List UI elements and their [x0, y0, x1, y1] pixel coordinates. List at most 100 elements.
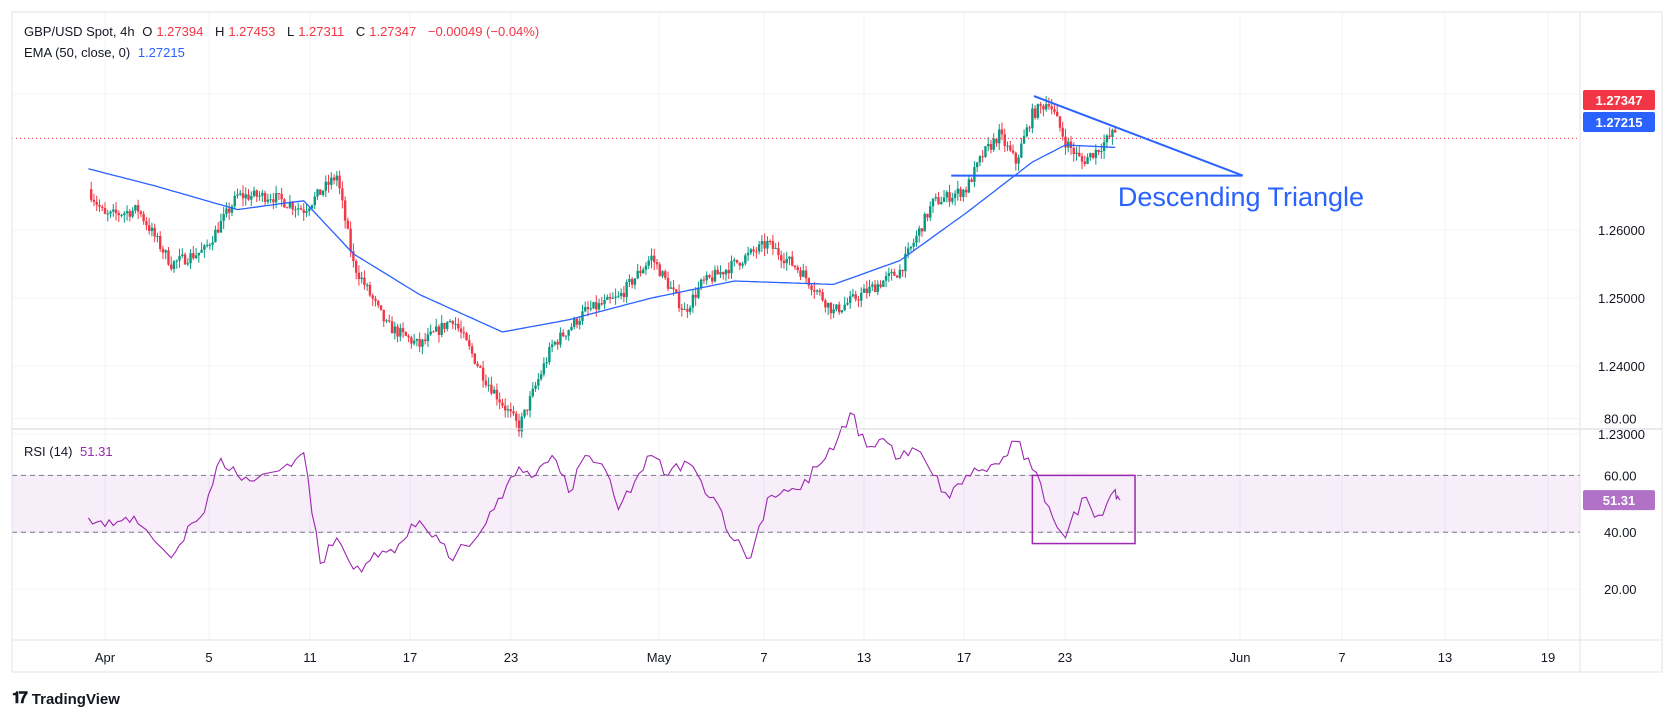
candle-body	[821, 292, 824, 301]
candle-body	[1075, 152, 1078, 154]
candle-body	[735, 259, 739, 263]
candle-body	[744, 255, 747, 264]
candle-body	[498, 399, 501, 403]
candle-body	[1100, 150, 1103, 153]
candle-body	[553, 341, 557, 345]
candle-body	[589, 308, 592, 310]
candle-body	[92, 199, 96, 202]
candle-body	[313, 196, 316, 206]
candle-body	[385, 320, 388, 322]
candle-body	[953, 193, 957, 198]
rsi-legend-value: 51.31	[80, 444, 113, 459]
time-tick-label: 5	[205, 650, 212, 665]
candle-body	[738, 262, 741, 266]
candle-body	[299, 208, 303, 210]
axes: 1.280001.260001.250001.240001.2300080.00…	[11, 11, 1663, 673]
candle-body	[112, 209, 115, 212]
candle-body	[208, 244, 212, 246]
candle-body	[633, 278, 637, 285]
candle-body	[192, 253, 195, 259]
time-tick-label: 7	[1338, 650, 1345, 665]
candle-body	[1031, 108, 1034, 129]
candle-body	[517, 420, 521, 432]
candle-body	[366, 284, 369, 286]
candle-body	[1033, 108, 1037, 118]
candle-body	[101, 206, 104, 208]
candle-body	[1097, 149, 1100, 153]
candle-body	[923, 213, 926, 232]
candle-body	[804, 270, 808, 279]
candle-body	[688, 307, 692, 312]
candle-body	[528, 396, 532, 411]
change-value: −0.00049 (−0.04%)	[427, 24, 540, 39]
candle-body	[1047, 104, 1051, 107]
candle-body	[868, 286, 871, 294]
candle-body	[1111, 129, 1114, 137]
candle-body	[1108, 135, 1111, 137]
candle-body	[785, 258, 788, 264]
candle-body	[412, 340, 416, 344]
candle-body	[945, 192, 948, 198]
price-tick-label: 1.23000	[1598, 427, 1645, 442]
candle-body	[203, 245, 206, 250]
candle-body	[266, 199, 270, 202]
candle-body	[989, 143, 993, 150]
ema-label: EMA (50, close, 0)	[24, 45, 131, 60]
price-tick-label: 1.24000	[1598, 359, 1645, 374]
candle-body	[837, 304, 841, 313]
candle-body	[429, 331, 432, 335]
candle-body	[716, 269, 719, 275]
candle-body	[349, 228, 352, 252]
symbol-label: GBP/USD Spot, 4h	[24, 24, 135, 39]
candle-body	[302, 209, 305, 213]
candle-body	[970, 179, 973, 182]
candle-body	[194, 255, 198, 259]
open-label: O	[142, 24, 153, 39]
candle-body	[451, 320, 454, 324]
candle-body	[481, 367, 485, 381]
candle-body	[379, 305, 383, 310]
candle-body	[222, 213, 225, 221]
candle-body	[984, 146, 987, 157]
candle-body	[918, 228, 921, 236]
candle-body	[904, 253, 907, 272]
candle-body	[495, 389, 499, 400]
candle-body	[1009, 145, 1012, 151]
candle-body	[321, 190, 325, 195]
candle-body	[183, 254, 187, 265]
candle-body	[788, 256, 791, 259]
candle-body	[719, 271, 722, 275]
candle-body	[410, 337, 413, 344]
candle-body	[550, 344, 554, 348]
candle-body	[432, 331, 435, 333]
candle-body	[658, 264, 661, 277]
candle-body	[125, 211, 129, 214]
candle-body	[1006, 145, 1009, 147]
tradingview-logo: 𝟏𝟕 TradingView	[12, 690, 120, 708]
time-tick-label: May	[647, 650, 672, 665]
candle-body	[912, 242, 915, 247]
candle-body	[330, 177, 333, 185]
rsi-tick-label: 20.00	[1604, 582, 1637, 597]
candle-body	[677, 292, 681, 309]
candle-body	[332, 177, 336, 181]
candle-body	[164, 250, 167, 253]
candle-body	[459, 328, 463, 333]
candle-body	[592, 302, 595, 309]
candle-body	[1000, 129, 1004, 135]
candle-body	[288, 202, 292, 208]
ema-line	[88, 144, 1116, 333]
candle-body	[771, 241, 775, 249]
candle-body	[338, 175, 341, 189]
candle-body	[600, 303, 603, 305]
candle-body	[205, 245, 209, 247]
candle-body	[934, 197, 937, 199]
candle-body	[849, 296, 852, 303]
candle-body	[686, 309, 689, 312]
candle-body	[567, 330, 570, 336]
candle-body	[404, 332, 408, 336]
candle-body	[214, 229, 217, 243]
candle-body	[556, 341, 559, 345]
candle-body	[1011, 150, 1015, 153]
candle-body	[542, 363, 546, 375]
